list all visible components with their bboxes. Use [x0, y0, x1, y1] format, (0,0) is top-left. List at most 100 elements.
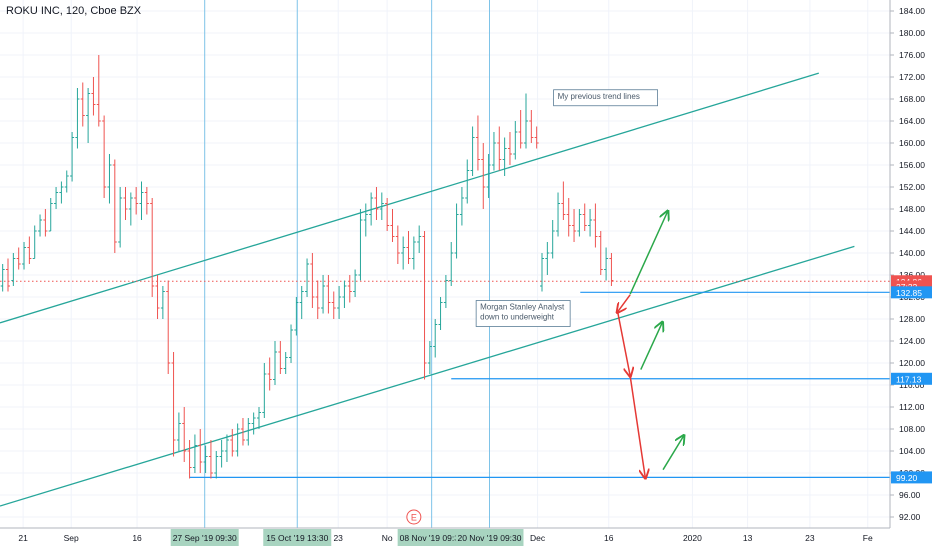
ohlc-bar	[86, 88, 91, 143]
bullish-arrow	[662, 436, 683, 471]
bullish-arrow	[640, 323, 662, 370]
ohlc-bar	[294, 297, 299, 336]
price-axis-label: 168.00	[899, 94, 925, 104]
ohlc-bar	[353, 269, 358, 297]
ohlc-bar	[507, 132, 512, 165]
date-highlight-text: 15 Oct '19 13:30	[266, 533, 328, 543]
date-highlight-bg	[170, 529, 239, 546]
ohlc-bar	[203, 445, 208, 473]
ohlc-bar	[588, 209, 593, 237]
ohlc-bar	[347, 275, 352, 303]
ohlc-bar	[326, 275, 331, 314]
price-badge-bg	[891, 286, 932, 299]
date-highlight-badge: 08 Nov '19 09:30	[397, 529, 466, 546]
price-axis-label: 128.00	[899, 314, 925, 324]
price-axis-label: 136.00	[899, 270, 925, 280]
annotation-box	[553, 89, 658, 107]
ohlc-bar	[513, 121, 518, 160]
time-axis-label: Dec	[530, 533, 546, 543]
ohlc-bar	[566, 198, 571, 237]
price-axis-label: 124.00	[899, 336, 925, 346]
ohlc-bar	[395, 225, 400, 264]
time-axis-label: 13	[743, 533, 753, 543]
annotation-box	[475, 300, 571, 327]
date-highlight-bg	[455, 529, 524, 546]
ohlc-bar	[411, 236, 416, 270]
ohlc-bar	[144, 187, 149, 215]
ohlc-bar	[577, 209, 582, 237]
ohlc-bar	[134, 187, 139, 215]
time-axis-label: 16	[132, 533, 142, 543]
ohlc-bar	[540, 253, 545, 292]
ohlc-bar	[556, 192, 561, 237]
ohlc-bar	[171, 352, 176, 457]
ohlc-bar	[256, 407, 261, 429]
ohlc-bar	[321, 275, 326, 314]
price-badge-text: 117.13	[896, 374, 922, 384]
price-axis-label: 152.00	[899, 182, 925, 192]
ohlc-bar	[235, 423, 240, 457]
ohlc-bar	[48, 198, 53, 232]
ohlc-bar	[369, 192, 374, 226]
time-axis-label: 2020	[683, 533, 702, 543]
ohlc-bar	[166, 280, 171, 374]
ohlc-bar	[192, 434, 197, 473]
price-axis-label: 180.00	[899, 28, 925, 38]
ohlc-bar	[75, 88, 80, 149]
date-highlight-badge: 15 Oct '19 13:30	[263, 529, 332, 546]
price-badge-text: 132.85	[896, 288, 922, 298]
ohlc-bar	[16, 247, 21, 270]
date-highlight-bg	[263, 529, 332, 546]
price-badge: 132.85	[891, 286, 932, 299]
ohlc-bar	[139, 181, 144, 220]
price-axis-label: 176.00	[899, 50, 925, 60]
ohlc-bar	[118, 187, 123, 248]
ohlc-bar	[54, 187, 59, 209]
annotation-text: down to underweight	[480, 313, 555, 322]
time-axis-label: Fe	[863, 533, 873, 543]
ohlc-bar	[70, 132, 75, 182]
ohlc-bar	[449, 242, 454, 286]
price-axis-label: 144.00	[899, 226, 925, 236]
ohlc-bar	[486, 154, 491, 198]
ohlc-bar	[475, 115, 480, 171]
annotation-callout: My previous trend lines	[553, 89, 658, 107]
ohlc-bar	[123, 187, 128, 220]
date-highlight-badge: 20 Nov '19 09:30	[455, 529, 524, 546]
ohlc-bar	[112, 159, 117, 253]
ohlc-bar	[107, 154, 112, 204]
ohlc-bar	[406, 231, 411, 264]
ohlc-bar	[497, 126, 502, 171]
ohlc-bar	[550, 220, 555, 259]
date-highlight-bg	[397, 529, 466, 546]
ohlc-bar	[443, 275, 448, 308]
price-badge: 99.20	[891, 471, 932, 484]
bearish-arrow	[629, 375, 645, 478]
ohlc-bar	[224, 434, 229, 462]
ohlc-bar	[593, 203, 598, 248]
price-badge-text: 99.20	[896, 473, 918, 483]
ohlc-bar	[529, 110, 534, 143]
ohlc-bar	[150, 198, 155, 297]
ohlc-bar	[502, 137, 507, 176]
price-axis-panel	[890, 0, 932, 550]
price-axis-label: 108.00	[899, 424, 925, 434]
ohlc-bar	[246, 418, 251, 446]
price-axis-label: 160.00	[899, 138, 925, 148]
ohlc-bar	[561, 181, 566, 220]
ohlc-bar	[331, 291, 336, 319]
ohlc-bar	[470, 126, 475, 176]
ohlc-bar	[342, 280, 347, 308]
ohlc-bar	[155, 275, 160, 319]
ohlc-bar	[22, 242, 27, 270]
ohlc-bar	[38, 214, 43, 237]
price-axis-label: 116.00	[899, 380, 925, 390]
date-highlight-text: 08 Nov '19 09:30	[400, 533, 464, 543]
ohlc-bar	[176, 412, 181, 451]
ohlc-bar	[6, 258, 11, 292]
price-axis-label: 140.00	[899, 248, 925, 258]
price-axis-label: 184.00	[899, 6, 925, 16]
